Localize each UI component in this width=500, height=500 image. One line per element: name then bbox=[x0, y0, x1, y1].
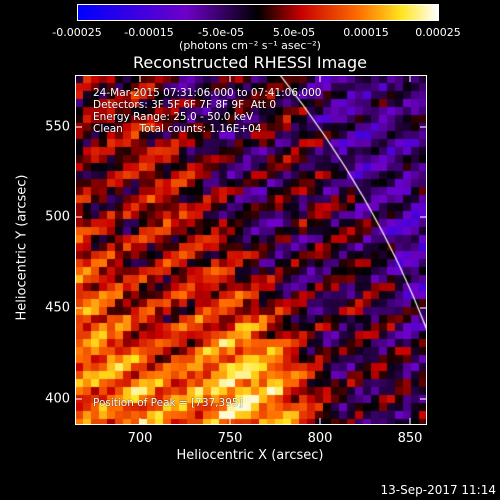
timestamp: 13-Sep-2017 11:14 bbox=[380, 483, 496, 497]
rhessi-map bbox=[75, 75, 427, 425]
x-axis-label: Heliocentric X (arcsec) bbox=[176, 448, 324, 463]
colorbar-tick: 0.00015 bbox=[343, 26, 389, 39]
y-tick-label: 400 bbox=[45, 391, 70, 407]
colorbar-tick: -0.00025 bbox=[52, 26, 102, 39]
info-total-counts: Clean Total counts: 1.16E+04 bbox=[93, 123, 262, 135]
x-tick-label: 800 bbox=[307, 431, 333, 446]
info-detectors: Detectors: 3F 5F 6F 7F 8F 9F Att 0 bbox=[93, 99, 277, 111]
x-tick-label: 700 bbox=[127, 431, 153, 446]
x-tick-label: 850 bbox=[397, 431, 423, 446]
colorbar-tick: 0.00025 bbox=[415, 26, 461, 39]
y-axis-label: Heliocentric Y (arcsec) bbox=[14, 174, 30, 321]
info-peak-position: Position of Peak = [737,395] bbox=[93, 397, 243, 409]
x-tick-label: 750 bbox=[217, 431, 243, 446]
colorbar-units: (photons cm⁻² s⁻¹ asec⁻²) bbox=[179, 39, 321, 52]
colorbar-tick: -5.0e-05 bbox=[197, 26, 245, 39]
y-tick-label: 500 bbox=[45, 209, 70, 225]
colorbar-tick: 5.0e-05 bbox=[272, 26, 316, 39]
solar-image bbox=[75, 75, 427, 425]
y-tick-label: 550 bbox=[45, 119, 70, 135]
image-title: Reconstructed RHESSI Image bbox=[133, 53, 367, 72]
info-energy-range: Energy Range: 25.0 - 50.0 keV bbox=[93, 111, 254, 123]
colorbar bbox=[77, 4, 439, 21]
y-tick-label: 450 bbox=[45, 300, 70, 316]
colorbar-tick: -0.00015 bbox=[124, 26, 174, 39]
info-time-range: 24-Mar-2015 07:31:06.000 to 07:41:06.000 bbox=[93, 87, 322, 99]
